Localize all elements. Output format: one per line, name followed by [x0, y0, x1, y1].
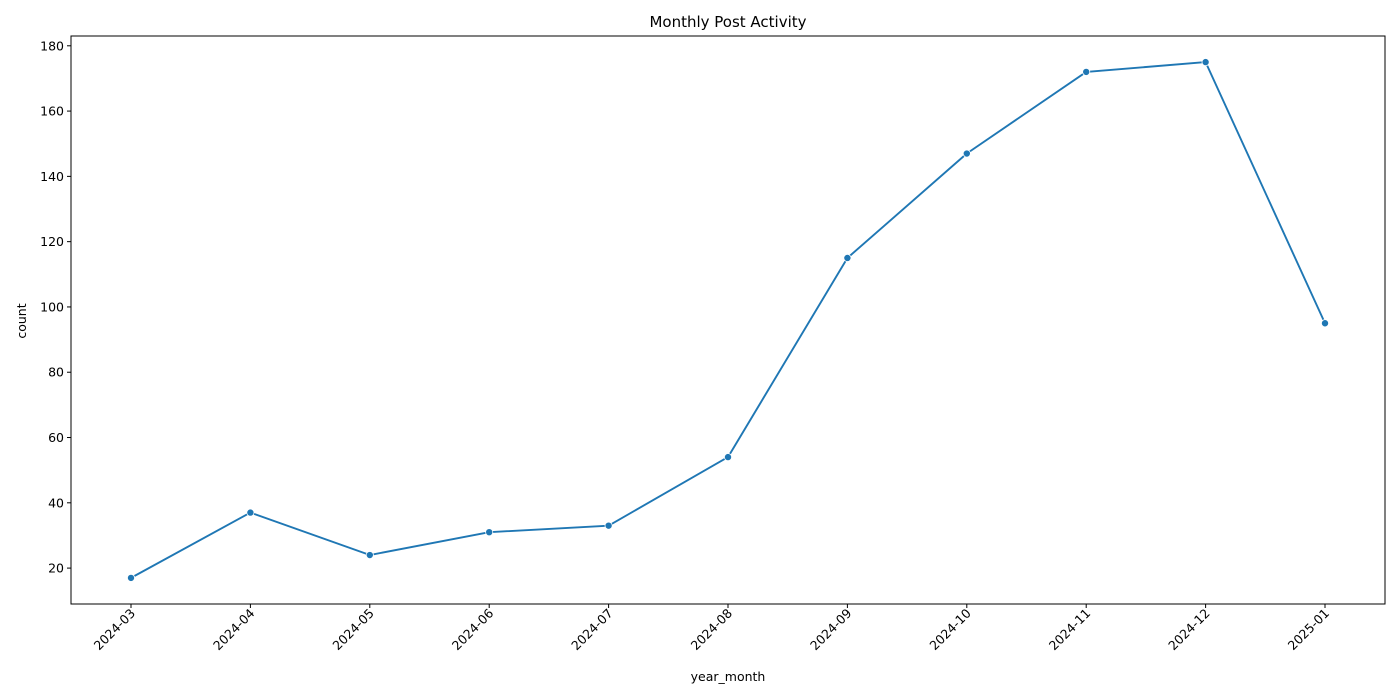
data-point [246, 508, 255, 517]
chart-title: Monthly Post Activity [649, 13, 806, 31]
data-point [724, 453, 733, 462]
y-tick-label: 140 [40, 169, 64, 184]
data-point [365, 551, 374, 560]
data-point [127, 573, 136, 582]
x-axis-label: year_month [691, 669, 766, 684]
y-tick-label: 120 [40, 234, 64, 249]
y-tick-label: 20 [48, 561, 64, 576]
data-point [604, 521, 613, 530]
y-tick-label: 180 [40, 38, 64, 53]
plot-area [127, 58, 1330, 582]
data-point [1082, 67, 1091, 76]
y-tick-label: 80 [48, 365, 64, 380]
y-axis-label: count [14, 303, 29, 338]
data-point [962, 149, 971, 158]
data-point [485, 528, 494, 537]
data-point [1321, 319, 1330, 328]
y-tick-label: 100 [40, 299, 64, 314]
y-tick-label: 40 [48, 495, 64, 510]
data-point [1201, 58, 1210, 67]
data-point [843, 253, 852, 262]
y-tick-label: 60 [48, 430, 64, 445]
y-tick-label: 160 [40, 104, 64, 119]
